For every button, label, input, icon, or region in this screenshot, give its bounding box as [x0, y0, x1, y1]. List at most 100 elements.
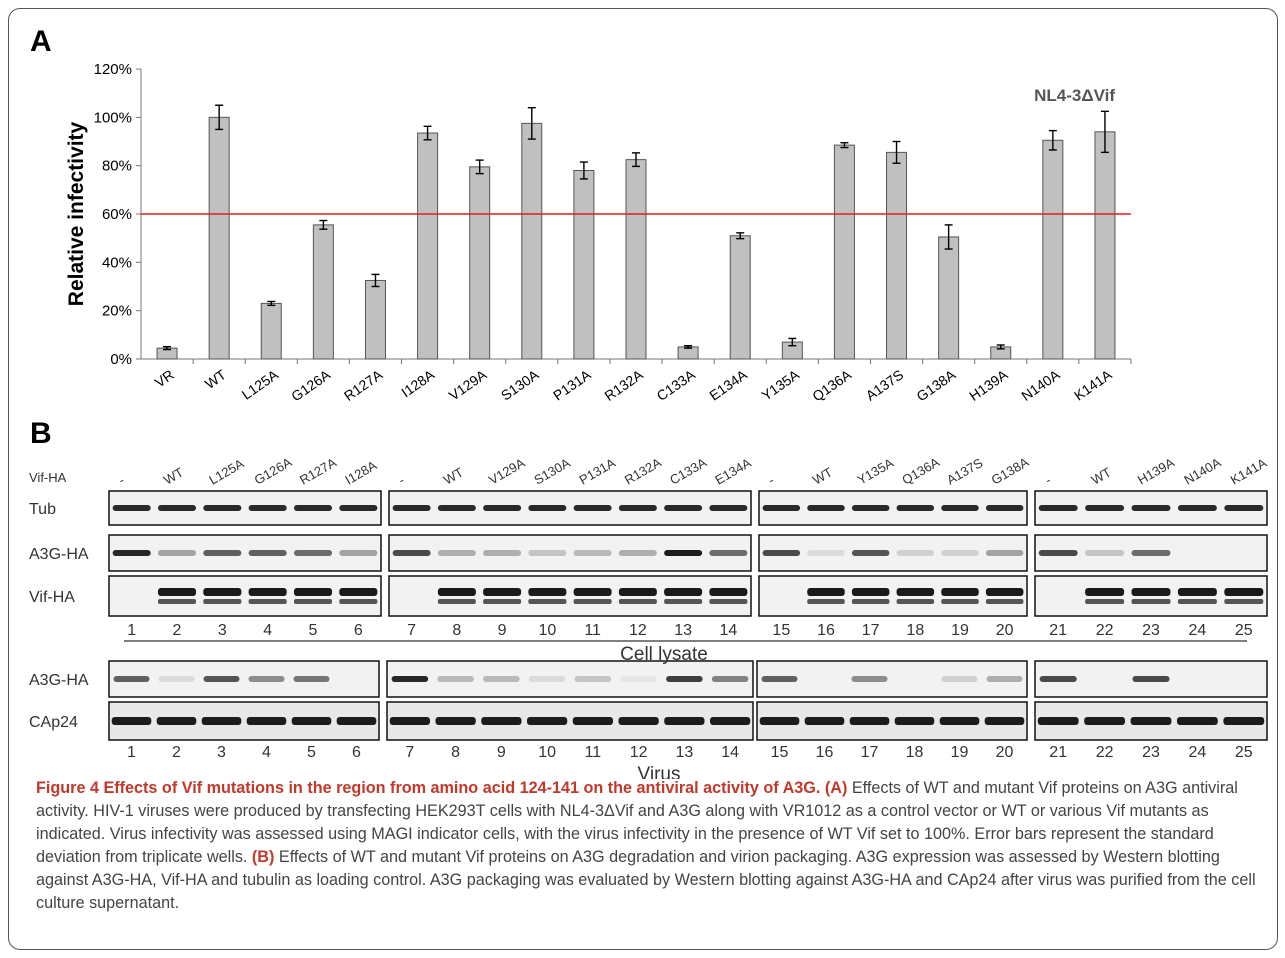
vif-band-upper	[157, 588, 197, 596]
vif-band-lower	[573, 599, 612, 604]
lane-number-virus: 25	[1235, 744, 1253, 761]
cap24-band	[759, 717, 800, 725]
a3g-virus-band	[941, 676, 978, 682]
bar-chart: Relative infectivity 0% 20% 40% 60% 80% 100% 12…	[65, 61, 1132, 404]
cap24-band	[435, 717, 476, 725]
lane-header: -	[116, 472, 127, 487]
cap24-band	[1176, 717, 1218, 725]
a3g-virus-blot-box	[108, 660, 380, 698]
y-tick-label: 80%	[102, 158, 132, 175]
lane-header: WT	[1089, 464, 1114, 487]
a3g-lysate-band	[248, 550, 287, 556]
a3g-virus-band	[851, 676, 888, 682]
figure-frame: A B Relative infectivity 0% 20% 40% 60% 80% 10…	[8, 8, 1278, 950]
cap24-band	[939, 717, 980, 725]
lane-number-virus: 9	[497, 744, 506, 761]
vif-band-lower	[1177, 599, 1217, 604]
tub-blot-box	[758, 490, 1028, 526]
cap24-band	[984, 717, 1025, 725]
y-tick-label: 40%	[102, 254, 132, 271]
lane-number-virus: 10	[538, 744, 556, 761]
lane-number-virus: 4	[262, 744, 271, 761]
vif-band-upper	[573, 588, 612, 596]
vif-band-upper	[807, 588, 845, 596]
cap24-band	[618, 717, 659, 725]
lane-header: -	[765, 472, 776, 487]
tub-band	[896, 505, 935, 511]
vif-band-lower	[664, 599, 703, 604]
lane-number-lysate: 23	[1142, 622, 1160, 639]
a3g-virus-band	[986, 676, 1023, 682]
a3g-virus-band	[158, 676, 195, 682]
vif-band-lower	[293, 599, 333, 604]
a3g-lysate-band	[293, 550, 333, 556]
a3g-lysate-band	[664, 550, 703, 556]
lane-number-virus: 22	[1096, 744, 1114, 761]
a3g-virus-band	[528, 676, 566, 682]
cap24-band	[1223, 717, 1265, 725]
cap24-band	[849, 717, 890, 725]
vif-band-upper	[1224, 588, 1264, 596]
y-axis-title: Relative infectivity	[65, 121, 88, 306]
vif-band-lower	[807, 599, 845, 604]
tub-band	[483, 505, 522, 511]
y-tick-label: 100%	[94, 109, 132, 126]
lane-number-lysate: 18	[906, 622, 924, 639]
lane-header: C133A	[667, 455, 709, 488]
vif-band-lower	[851, 599, 890, 604]
lane-number-lysate: 16	[817, 622, 835, 639]
vif-band-lower	[437, 599, 476, 604]
vif-band-upper	[528, 588, 567, 596]
lane-number-virus: 24	[1189, 744, 1207, 761]
lane-number-lysate: 8	[452, 622, 461, 639]
lane-number-lysate: 13	[674, 622, 692, 639]
a3g-virus-band	[203, 676, 240, 682]
vif-band-lower	[709, 599, 748, 604]
tub-band	[709, 505, 748, 511]
tub-band	[203, 505, 242, 511]
y-tick-label: 0%	[110, 351, 132, 368]
a3g-lysate-band	[851, 550, 890, 556]
lane-number-lysate: 4	[263, 622, 272, 639]
lane-header: E134A	[712, 455, 754, 488]
a3g-virus-band	[248, 676, 285, 682]
vif-band-lower	[203, 599, 242, 604]
vif-band-upper	[1085, 588, 1125, 596]
tub-band	[248, 505, 287, 511]
a3g-virus-band	[666, 676, 703, 682]
vif-band-upper	[203, 588, 242, 596]
lane-number-lysate: 10	[538, 622, 556, 639]
lane-header: V129A	[486, 455, 528, 488]
lane-number-virus: 20	[996, 744, 1014, 761]
a3g-lysate-band	[157, 550, 197, 556]
vif-band-upper	[941, 588, 979, 596]
a3g-lysate-band	[437, 550, 476, 556]
vif-band-lower	[618, 599, 657, 604]
tub-band	[851, 505, 890, 511]
lysate-row-label: Vif-HA	[29, 589, 75, 606]
vif-blot-box	[758, 575, 1028, 617]
a3g-lysate-band	[762, 550, 801, 556]
lane-number-virus: 18	[906, 744, 924, 761]
vif-band-upper	[293, 588, 333, 596]
tub-band	[762, 505, 801, 511]
cap24-band	[1084, 717, 1126, 725]
lane-number-virus: 13	[675, 744, 693, 761]
cap24-blot-box	[108, 701, 380, 741]
vif-band-upper	[618, 588, 657, 596]
caption-b-text: Effects of WT and mutant Vif proteins on…	[36, 848, 1256, 912]
lane-number-virus: 16	[816, 744, 834, 761]
y-tick-label: 120%	[94, 61, 132, 78]
lane-header: H139A	[1135, 455, 1177, 488]
cap24-band	[291, 717, 332, 725]
vif-band-upper	[985, 588, 1024, 596]
lane-number-virus: 8	[451, 744, 460, 761]
vif-band-lower	[528, 599, 567, 604]
a3g-lysate-band	[573, 550, 612, 556]
lane-number-lysate: 12	[629, 622, 647, 639]
vif-band-lower	[941, 599, 979, 604]
a3g-lysate-band	[528, 550, 567, 556]
vif-band-lower	[157, 599, 197, 604]
tub-band	[618, 505, 657, 511]
lane-number-lysate: 3	[218, 622, 227, 639]
